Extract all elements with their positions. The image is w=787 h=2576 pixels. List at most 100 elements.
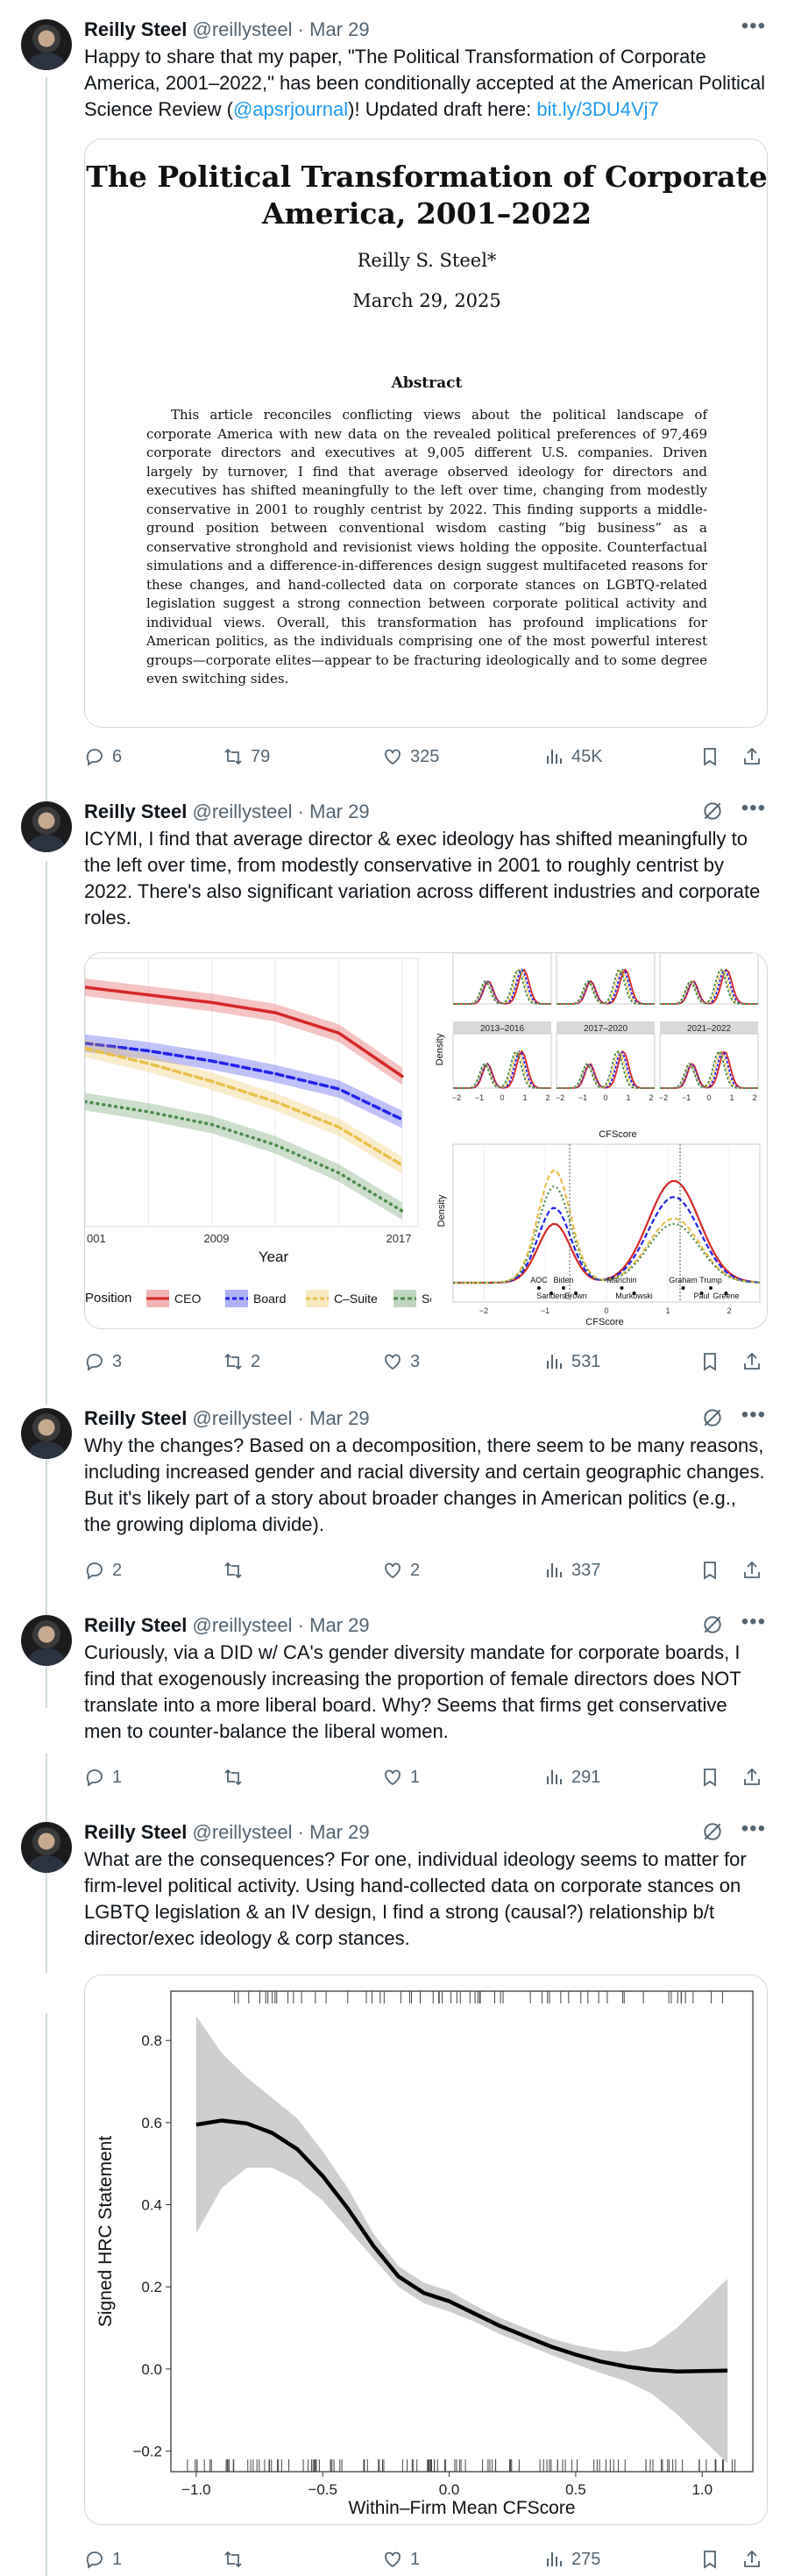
tweet-date[interactable]: Mar 29 (309, 1821, 370, 1843)
avatar[interactable] (21, 801, 72, 852)
like-button[interactable]: 3 (382, 1348, 420, 1375)
facet-curve-0-1-3 (557, 969, 655, 1005)
repost-button[interactable] (223, 2546, 244, 2572)
grok-icon[interactable] (701, 1406, 724, 1429)
tweet-1[interactable]: Reilly Steel @reillysteel · Mar 29 ••• H… (0, 0, 787, 791)
views-button[interactable]: 291 (543, 1764, 600, 1790)
author-name[interactable]: Reilly Steel (84, 801, 188, 822)
politician-label-1: Biden (553, 1276, 573, 1284)
tweet-date[interactable]: Mar 29 (309, 1614, 370, 1636)
figure-card[interactable]: −0.2 0.0 0.2 0.4 0.6 0.8 −1.0 −0.5 0.0 0.5 1.0 Wit… (84, 1975, 768, 2525)
legend-label-1: Board (253, 1292, 286, 1306)
repost-count: 79 (251, 746, 271, 766)
author-handle[interactable]: @reillysteel (192, 1407, 293, 1429)
bookmark-button[interactable] (699, 1764, 720, 1790)
hrc-y-tick-2: 0.2 (141, 2279, 162, 2295)
share-button[interactable] (741, 744, 762, 770)
like-button[interactable]: 1 (382, 1764, 420, 1790)
facet-curve-0-2-3 (660, 968, 758, 1005)
tweet-4[interactable]: Reilly Steel @reillysteel · Mar 29 ••• C… (0, 1596, 787, 1806)
avatar[interactable] (21, 1615, 72, 1666)
trend-x-label: Year (259, 1249, 289, 1265)
tweet-2[interactable]: Reilly Steel @reillysteel · Mar 29 ••• I… (0, 782, 787, 1387)
repost-button[interactable]: 79 (223, 744, 270, 770)
like-button[interactable]: 325 (382, 744, 439, 770)
trend-band-0 (85, 978, 402, 1085)
hrc-y-tick-4: 0.6 (141, 2115, 162, 2131)
politician-dot-7 (699, 1292, 704, 1295)
like-button[interactable]: 1 (382, 2546, 420, 2572)
tweet-3[interactable]: Reilly Steel @reillysteel · Mar 29 ••• W… (0, 1389, 787, 1599)
author-handle[interactable]: @reillysteel (192, 801, 293, 822)
author-name[interactable]: Reilly Steel (84, 18, 188, 40)
tweet-date[interactable]: Mar 29 (309, 1407, 370, 1429)
legend-label-2: C–Suite (334, 1292, 378, 1306)
share-button[interactable] (741, 2546, 762, 2572)
grok-icon[interactable] (701, 800, 724, 822)
more-icon[interactable]: ••• (741, 1610, 766, 1633)
bookmark-icon (704, 748, 716, 766)
hrc-confidence-band (195, 2016, 728, 2464)
like-button[interactable]: 2 (382, 1557, 420, 1583)
tweet-date[interactable]: Mar 29 (309, 801, 370, 822)
mention-link[interactable]: @apsrjournal (232, 98, 349, 120)
facet-panels: 2013–2016 2017–2020 2021–2022 −2 −1 0 1 2 −2 −1 0 1… (452, 953, 759, 1102)
density-facets-chart: 2013–2016 2017–2020 2021–2022 −2 −1 0 1 2 −2 −1 0 1… (435, 953, 759, 1139)
views-button[interactable]: 275 (543, 2546, 600, 2572)
facet-panel-0-0 (452, 953, 552, 1005)
author-handle[interactable]: @reillysteel (192, 1614, 293, 1636)
views-count: 275 (571, 2549, 601, 2569)
reply-button[interactable]: 1 (84, 2546, 122, 2572)
reply-button[interactable]: 6 (84, 744, 122, 770)
reply-button[interactable]: 3 (84, 1348, 122, 1375)
author-name[interactable]: Reilly Steel (84, 1407, 188, 1429)
paper-card[interactable]: The Political Transformation of Corporat… (84, 139, 768, 728)
more-icon[interactable]: ••• (741, 1817, 766, 1840)
paper-date: March 29, 2025 (352, 290, 501, 311)
author-name[interactable]: Reilly Steel (84, 1614, 188, 1636)
author-handle[interactable]: @reillysteel (192, 1821, 293, 1843)
hrc-rug-marks (187, 1991, 736, 2472)
hrc-x-tick-4: 1.0 (691, 2481, 713, 2498)
avatar[interactable] (21, 1822, 72, 1873)
repost-button[interactable]: 2 (223, 1348, 260, 1375)
facet-curve-1-0-0 (453, 1050, 552, 1089)
bookmark-button[interactable] (699, 744, 720, 770)
share-button[interactable] (741, 1557, 762, 1583)
like-count: 3 (410, 1351, 421, 1371)
paper-author: Reilly S. Steel* (357, 250, 497, 271)
views-button[interactable]: 45K (543, 744, 603, 770)
density-x-tick-0: −2 (479, 1306, 488, 1315)
url-link[interactable]: bit.ly/3DU4Vj7 (536, 98, 659, 120)
share-button[interactable] (741, 1764, 762, 1790)
grok-icon[interactable] (701, 1820, 724, 1843)
grok-icon[interactable] (701, 1613, 724, 1636)
avatar[interactable] (21, 1408, 72, 1459)
bookmark-button[interactable] (699, 1348, 720, 1375)
tweet-5[interactable]: Reilly Steel @reillysteel · Mar 29 ••• W… (0, 1803, 787, 2576)
figure-card[interactable]: 001 2009 2017 Year Position CEO Board C–Su… (84, 952, 768, 1329)
more-icon[interactable]: ••• (741, 14, 766, 38)
politician-label-3: Brown (564, 1292, 587, 1300)
avatar[interactable] (21, 19, 72, 70)
share-button[interactable] (741, 1348, 762, 1375)
more-icon[interactable]: ••• (741, 1403, 766, 1427)
views-button[interactable]: 337 (543, 1557, 600, 1583)
facet-panel-1-0 (452, 1033, 552, 1089)
bookmark-button[interactable] (699, 2546, 720, 2572)
bookmark-button[interactable] (699, 1557, 720, 1583)
views-count: 337 (571, 1560, 601, 1580)
views-icon (547, 750, 562, 764)
repost-button[interactable] (223, 1557, 244, 1583)
more-icon[interactable]: ••• (741, 796, 766, 820)
author-handle[interactable]: @reillysteel (192, 18, 293, 40)
repost-button[interactable] (223, 1764, 244, 1790)
tweet-date[interactable]: Mar 29 (309, 18, 370, 40)
views-button[interactable]: 531 (543, 1348, 600, 1375)
action-bar: 2 2 337 (84, 1557, 768, 1583)
facet-x-tick-2-3: 1 (729, 1093, 734, 1102)
reply-button[interactable]: 2 (84, 1557, 122, 1583)
reply-button[interactable]: 1 (84, 1764, 122, 1790)
author-name[interactable]: Reilly Steel (84, 1821, 188, 1843)
hrc-x-tick-1: −0.5 (308, 2481, 337, 2498)
